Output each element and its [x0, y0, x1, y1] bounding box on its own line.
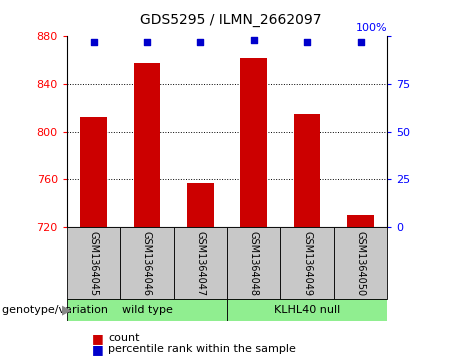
Text: GSM1364050: GSM1364050 [355, 231, 366, 296]
Bar [187, 183, 214, 227]
Text: wild type: wild type [122, 305, 172, 315]
Bar [227, 299, 387, 321]
Bar [227, 227, 280, 299]
Text: percentile rank within the sample: percentile rank within the sample [108, 344, 296, 354]
Bar [67, 227, 120, 299]
Bar [240, 58, 267, 227]
Bar [347, 215, 374, 227]
Bar [80, 117, 107, 227]
Text: ■: ■ [92, 343, 108, 356]
Bar [334, 227, 387, 299]
Point [197, 39, 204, 45]
Text: GDS5295 / ILMN_2662097: GDS5295 / ILMN_2662097 [140, 13, 321, 27]
Text: 100%: 100% [355, 24, 387, 33]
Text: ▶: ▶ [62, 304, 72, 317]
Bar [294, 114, 320, 227]
Text: GSM1364047: GSM1364047 [195, 231, 205, 296]
Text: GSM1364049: GSM1364049 [302, 231, 312, 296]
Bar [120, 227, 174, 299]
Point [143, 39, 151, 45]
Text: ■: ■ [92, 332, 108, 345]
Bar [134, 62, 160, 227]
Point [90, 39, 97, 45]
Point [357, 39, 364, 45]
Point [303, 39, 311, 45]
Bar [174, 227, 227, 299]
Text: count: count [108, 333, 140, 343]
Text: GSM1364046: GSM1364046 [142, 231, 152, 296]
Point [250, 37, 257, 43]
Text: GSM1364045: GSM1364045 [89, 231, 99, 296]
Text: GSM1364048: GSM1364048 [249, 231, 259, 296]
Bar [280, 227, 334, 299]
Text: genotype/variation: genotype/variation [2, 305, 112, 315]
Text: KLHL40 null: KLHL40 null [274, 305, 340, 315]
Bar [67, 299, 227, 321]
